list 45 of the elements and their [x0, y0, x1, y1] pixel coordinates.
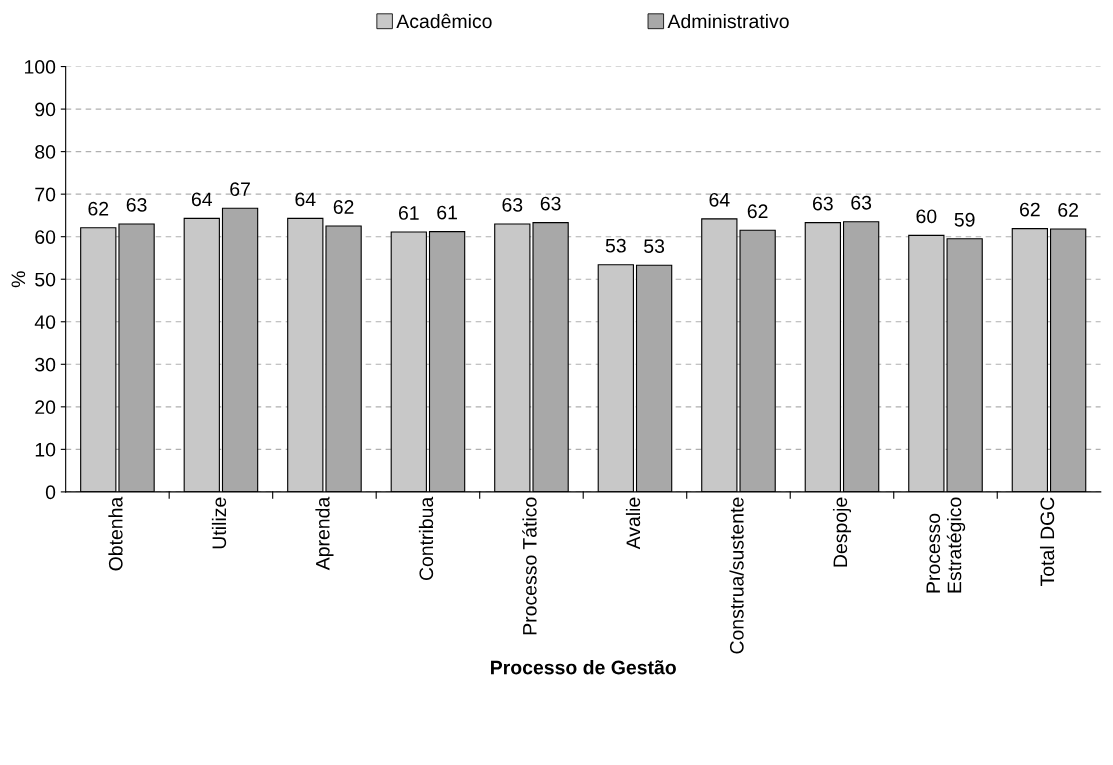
x-tick-label: Contribua: [418, 496, 434, 581]
x-tick-label: Aprenda: [315, 496, 334, 571]
data-label: 53: [644, 239, 665, 254]
data-label: 62: [333, 200, 354, 214]
data-label: 61: [437, 205, 457, 220]
y-axis-title: %: [11, 271, 26, 288]
x-tick-label: Processo Estratégico: [926, 497, 966, 593]
data-label: 61: [398, 206, 419, 220]
y-tick-label: 80: [35, 145, 56, 159]
data-label: 63: [851, 195, 872, 210]
y-tick-label: 100: [24, 60, 56, 74]
x-tick-label: Total DGC: [1039, 497, 1055, 586]
data-label: 63: [126, 197, 147, 212]
x-tick-label: Processo Tático: [522, 497, 537, 635]
y-tick-label: 90: [35, 102, 56, 117]
data-label: 67: [230, 182, 250, 197]
data-label: 64: [191, 192, 213, 207]
data-label: 62: [88, 201, 109, 216]
x-axis-title: Processo de Gestão: [491, 660, 676, 675]
data-label: 62: [747, 204, 768, 219]
data-label: 63: [540, 196, 561, 211]
data-label: 64: [295, 192, 316, 207]
data-label: 63: [813, 196, 833, 211]
data-label: 64: [709, 192, 730, 207]
y-tick-label: 40: [34, 315, 56, 329]
y-tick-label: 70: [35, 187, 56, 202]
data-label: 63: [502, 197, 523, 212]
data-label: 59: [954, 212, 975, 227]
legend-label: Acadêmico: [396, 13, 492, 29]
y-tick-label: 0: [45, 485, 56, 500]
x-tick-label: Utilize: [211, 497, 227, 549]
y-tick-label: 20: [35, 400, 56, 415]
y-tick-label: 30: [35, 357, 56, 372]
x-tick-label: Obtenha: [108, 496, 123, 571]
x-tick-label: Construa/sustente: [729, 497, 744, 654]
data-label: 62: [1020, 202, 1040, 217]
data-label: 62: [1058, 203, 1078, 217]
y-tick-label: 60: [35, 230, 56, 244]
y-tick-label: 50: [35, 272, 56, 287]
data-label: 53: [605, 238, 626, 253]
x-tick-label: Despoje: [832, 497, 852, 567]
legend-label: Administrativo: [667, 13, 789, 29]
x-tick-label: Avalie: [625, 497, 641, 550]
data-label: 60: [916, 209, 937, 224]
y-tick-label: 10: [35, 442, 56, 457]
